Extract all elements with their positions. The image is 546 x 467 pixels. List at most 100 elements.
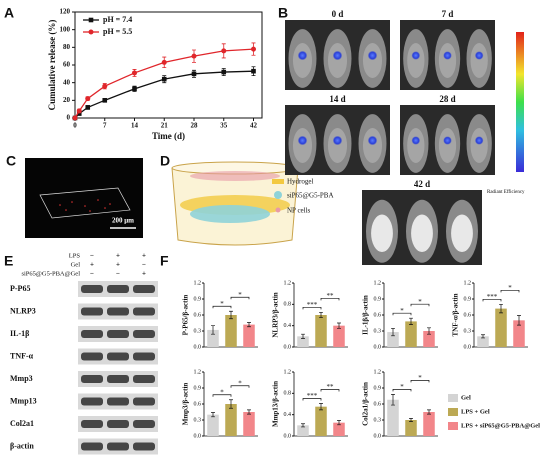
y-tick-label: 1.2 <box>284 369 292 375</box>
y-tick-label: 0.3 <box>464 328 472 334</box>
legend-marker <box>88 29 94 35</box>
y-tick-label: 0.8 <box>284 391 292 397</box>
schematic-label: NP cells <box>287 207 311 215</box>
mouse-back <box>362 128 383 163</box>
colorbar-title: Radiant Efficiency <box>487 190 525 195</box>
error-bar <box>247 322 251 328</box>
mouse-back <box>407 43 425 78</box>
band <box>133 330 155 338</box>
y-axis-label: NLRP3/β-actin <box>272 292 280 337</box>
band <box>107 375 129 383</box>
error-bar <box>337 322 341 329</box>
bar <box>423 412 435 436</box>
marker <box>76 111 82 116</box>
marker <box>76 108 82 114</box>
y-axis-label: IL-1β/β-actin <box>362 295 370 335</box>
fluorescence <box>332 135 343 146</box>
bar <box>387 332 399 347</box>
y-tick-label: 0.9 <box>374 385 382 391</box>
marker <box>85 96 91 102</box>
y-tick-label: 0.6 <box>194 401 202 407</box>
significance-bracket <box>212 305 232 309</box>
y-tick-label: 0.8 <box>284 302 292 308</box>
timepoint-label: 0 d <box>332 9 344 19</box>
gel-box <box>39 187 131 219</box>
y-tick-label: 0.0 <box>284 344 292 350</box>
bar <box>297 336 309 347</box>
fluorescence <box>367 50 378 61</box>
condition-label: LPS <box>69 252 81 259</box>
y-tick-label: 0.0 <box>194 433 202 439</box>
error-bar <box>229 310 233 320</box>
error-bar <box>319 311 323 319</box>
schematic-label: Hydrogel <box>287 178 313 186</box>
marker <box>161 76 167 82</box>
bar <box>333 325 345 347</box>
y-tick-label: 0.9 <box>194 385 202 391</box>
legend-label: pH = 5.5 <box>103 27 132 36</box>
x-tick-label: 0 <box>73 122 77 130</box>
condition-sign: − <box>90 270 94 278</box>
band <box>107 397 129 406</box>
band <box>107 285 129 293</box>
significance-bracket <box>302 398 322 401</box>
error-bar <box>517 315 521 326</box>
y-tick-label: 0.6 <box>464 312 472 318</box>
x-axis-label: Time (d) <box>152 131 185 141</box>
band <box>81 307 103 316</box>
bar <box>513 320 525 347</box>
y-axis-label: Col2a1/β-actin <box>362 382 370 426</box>
x-tick-label: 7 <box>103 122 107 130</box>
x-tick-label: 21 <box>161 122 169 130</box>
marker <box>102 83 108 89</box>
y-tick-label: 0.3 <box>194 417 202 423</box>
significance-label: * <box>220 388 224 396</box>
panel-label: D <box>160 153 170 169</box>
fluorescence <box>474 136 484 145</box>
bar <box>297 425 309 436</box>
significance-bracket <box>230 296 250 300</box>
y-tick-label: 80 <box>63 43 71 51</box>
legend-label: LPS + siP65@G5-PBA@Gel <box>461 422 540 429</box>
condition-sign: + <box>142 270 146 278</box>
y-tick-label: 40 <box>63 78 71 86</box>
marker <box>191 53 197 59</box>
legend-marker <box>88 17 94 23</box>
fluorescence <box>474 51 484 60</box>
x-tick-label: 35 <box>220 122 228 130</box>
protein-label: Mmp13 <box>10 396 37 405</box>
x-tick-label: 42 <box>250 122 258 130</box>
error-bar <box>211 325 215 335</box>
protein-label: β-actin <box>10 441 34 450</box>
legend-swatch <box>274 191 282 199</box>
mouse-back <box>470 43 488 78</box>
band <box>81 352 103 361</box>
confocal-image <box>25 158 143 238</box>
significance-label: * <box>238 291 242 299</box>
error-bar <box>301 333 305 339</box>
condition-sign: + <box>90 261 94 269</box>
significance-label: *** <box>487 293 498 301</box>
bar <box>315 315 327 347</box>
y-tick-label: 0.3 <box>374 328 382 334</box>
y-axis-label: Mmp3/β-actin <box>182 383 190 426</box>
colorbar <box>516 32 524 172</box>
mouse-back <box>327 128 348 163</box>
marker <box>191 71 197 77</box>
condition-label: Gel <box>71 261 81 268</box>
significance-label: * <box>508 284 512 292</box>
band <box>81 285 103 293</box>
significance-bracket <box>392 312 412 316</box>
marker <box>102 98 108 103</box>
y-tick-label: 0.9 <box>464 296 472 302</box>
nanoparticles <box>190 205 270 223</box>
y-tick-label: 1.2 <box>374 280 382 286</box>
bar <box>387 399 399 436</box>
marker <box>221 48 227 54</box>
bar <box>225 404 237 436</box>
fluorescence <box>443 136 452 145</box>
bar <box>405 420 417 436</box>
error-bar <box>427 409 431 415</box>
panel-label: E <box>4 253 13 269</box>
x-tick-label: 14 <box>131 122 139 130</box>
